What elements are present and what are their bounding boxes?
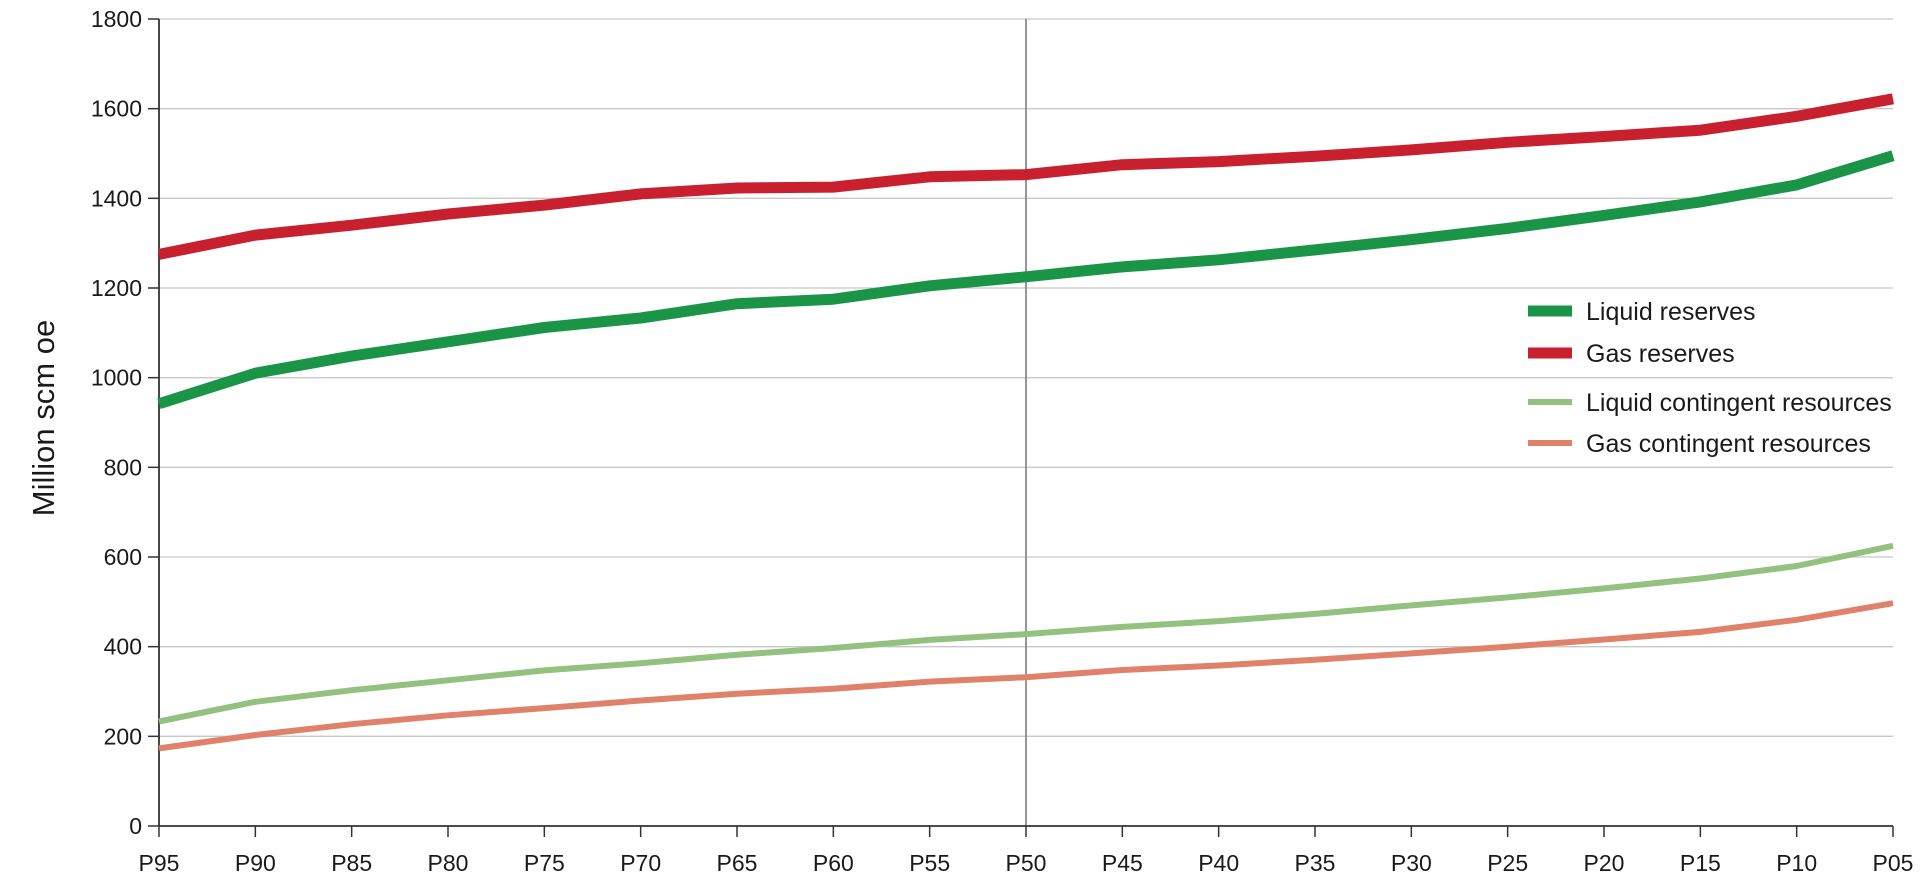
series-line-0 xyxy=(157,150,1895,409)
y-tick-labels: 0 200 400 600 800 1000 1200 1400 1600 1800 xyxy=(91,6,159,839)
y-axis-label: Million scm oe xyxy=(26,320,61,516)
legend-label-2: Liquid contingent resources xyxy=(1586,389,1892,417)
y-tick-label-1200: 1200 xyxy=(91,275,142,301)
series-line-1 xyxy=(157,93,1894,260)
series-line-2 xyxy=(158,542,1894,725)
x-tick-label-p10: P10 xyxy=(1776,850,1817,876)
x-tick-label-p05: P05 xyxy=(1873,850,1914,876)
x-tick-labels: P95 P90 P85 P80 P75 P70 P65 P60 P55 P50 P45 P40 P35 P… xyxy=(139,826,1914,876)
y-tick-label-1600: 1600 xyxy=(91,96,142,122)
x-tick-label-p30: P30 xyxy=(1391,850,1432,876)
x-tick-label-p25: P25 xyxy=(1487,850,1528,876)
legend-label-3: Gas contingent resources xyxy=(1586,430,1871,458)
x-tick-label-p20: P20 xyxy=(1584,850,1625,876)
x-tick-label-p35: P35 xyxy=(1295,850,1336,876)
x-tick-label-p55: P55 xyxy=(909,850,950,876)
x-tick-label-p40: P40 xyxy=(1198,850,1239,876)
y-tick-label-200: 200 xyxy=(104,723,142,749)
x-tick-label-p45: P45 xyxy=(1102,850,1143,876)
x-tick-label-p75: P75 xyxy=(524,850,565,876)
y-tick-label-600: 600 xyxy=(104,544,142,570)
series-lines xyxy=(157,93,1895,752)
x-tick-label-p85: P85 xyxy=(331,850,372,876)
series-line-3 xyxy=(158,600,1894,752)
legend-label-0: Liquid reserves xyxy=(1586,298,1756,326)
x-tick-label-p15: P15 xyxy=(1680,850,1721,876)
y-tick-label-400: 400 xyxy=(104,634,142,660)
legend-label-1: Gas reserves xyxy=(1586,340,1735,368)
x-tick-label-p95: P95 xyxy=(139,850,180,876)
y-tick-label-1800: 1800 xyxy=(91,6,142,32)
y-tick-label-1000: 1000 xyxy=(91,365,142,391)
x-tick-label-p90: P90 xyxy=(235,850,276,876)
x-tick-label-p50: P50 xyxy=(1006,850,1047,876)
legend: Liquid reserves Gas reserves Liquid contin… xyxy=(1528,298,1892,458)
x-tick-label-p65: P65 xyxy=(717,850,758,876)
x-tick-label-p70: P70 xyxy=(620,850,661,876)
y-tick-label-0: 0 xyxy=(129,813,142,839)
x-tick-label-p60: P60 xyxy=(813,850,854,876)
y-tick-label-800: 800 xyxy=(104,454,142,480)
y-tick-label-1400: 1400 xyxy=(91,185,142,211)
x-tick-label-p80: P80 xyxy=(428,850,469,876)
